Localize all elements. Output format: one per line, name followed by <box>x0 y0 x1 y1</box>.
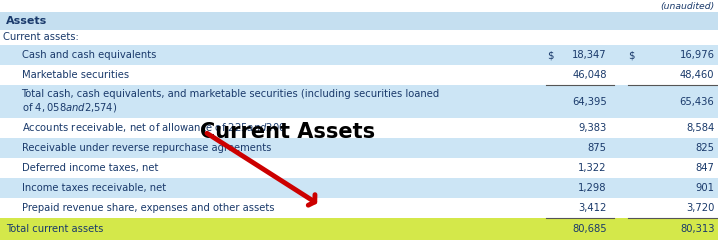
Bar <box>0 118 718 138</box>
Text: Receivable under reverse repurchase agreements: Receivable under reverse repurchase agre… <box>22 143 271 153</box>
Text: Assets: Assets <box>6 16 47 26</box>
Text: $: $ <box>547 50 554 60</box>
Text: 901: 901 <box>696 183 714 193</box>
Text: 875: 875 <box>588 143 607 153</box>
Text: 80,313: 80,313 <box>680 224 714 234</box>
Text: (unaudited): (unaudited) <box>660 1 714 10</box>
Text: 847: 847 <box>696 163 714 173</box>
Text: 46,048: 46,048 <box>572 70 607 80</box>
Bar <box>0 178 718 198</box>
Bar <box>0 198 718 218</box>
Text: 9,383: 9,383 <box>579 123 607 133</box>
Text: Total current assets: Total current assets <box>6 224 103 234</box>
Bar <box>0 65 718 85</box>
Bar <box>0 138 718 158</box>
Text: 64,395: 64,395 <box>572 96 607 106</box>
Text: 3,720: 3,720 <box>686 203 714 213</box>
Bar <box>0 158 718 178</box>
Text: 16,976: 16,976 <box>679 50 714 60</box>
Text: 825: 825 <box>696 143 714 153</box>
Text: $: $ <box>628 50 635 60</box>
Bar <box>0 45 718 65</box>
Text: Accounts receivable, net of allowance of $225 and $200: Accounts receivable, net of allowance of… <box>22 122 286 134</box>
Text: 48,460: 48,460 <box>680 70 714 80</box>
Text: 65,436: 65,436 <box>680 96 714 106</box>
Text: Deferred income taxes, net: Deferred income taxes, net <box>22 163 158 173</box>
Text: 80,685: 80,685 <box>572 224 607 234</box>
Text: 1,322: 1,322 <box>578 163 607 173</box>
Text: 1,298: 1,298 <box>578 183 607 193</box>
Text: Current Assets: Current Assets <box>200 122 375 142</box>
Text: 18,347: 18,347 <box>572 50 607 60</box>
Bar <box>0 30 718 45</box>
Text: Total cash, cash equivalents, and marketable securities (including securities lo: Total cash, cash equivalents, and market… <box>22 89 440 114</box>
Bar <box>0 12 718 30</box>
Text: 8,584: 8,584 <box>686 123 714 133</box>
Text: 3,412: 3,412 <box>578 203 607 213</box>
Text: Cash and cash equivalents: Cash and cash equivalents <box>22 50 156 60</box>
Text: Income taxes receivable, net: Income taxes receivable, net <box>22 183 166 193</box>
Text: Current assets:: Current assets: <box>3 32 79 42</box>
Text: Marketable securities: Marketable securities <box>22 70 129 80</box>
Bar <box>0 218 718 240</box>
Text: Prepaid revenue share, expenses and other assets: Prepaid revenue share, expenses and othe… <box>22 203 274 213</box>
Bar <box>0 85 718 118</box>
